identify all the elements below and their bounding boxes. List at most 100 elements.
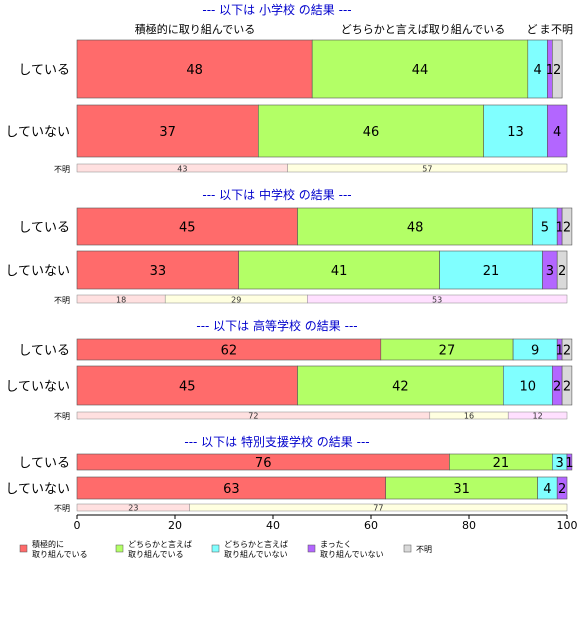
unknown-segment-label: 53 [432, 296, 442, 305]
unknown-segment-label: 12 [533, 412, 543, 421]
x-tick-label: 100 [557, 519, 578, 532]
bar-segment [561, 365, 573, 406]
segment-value-label: 37 [159, 125, 176, 140]
segment-value-label: 45 [179, 221, 196, 236]
row-label: している [18, 456, 70, 471]
x-tick-label: 60 [364, 519, 378, 532]
panel-title: --- 以下は 特別支援学校 の結果 --- [184, 434, 369, 449]
segment-value-label: 48 [186, 63, 203, 78]
legend-label: 取り組んでいない [320, 549, 384, 559]
row-label: している [18, 344, 70, 359]
segment-value-label: 2 [563, 380, 571, 395]
bar-segment [556, 476, 568, 500]
top-category-label: どちらかと言えば取り組んでいる [341, 23, 505, 36]
segment-value-label: 31 [453, 482, 470, 497]
unknown-bar-segment [189, 503, 568, 512]
segment-value-label: 2 [563, 344, 571, 359]
legend-swatch [211, 544, 220, 553]
top-category-label: 積極的に取り組んでいる [135, 22, 255, 36]
panel-title: --- 以下は 小学校 の結果 --- [202, 2, 351, 17]
unknown-segment-label: 29 [231, 296, 241, 305]
panel: --- 以下は 中学校 の結果 --- している 45 48 5 1 2 していない 33 41 2… [5, 187, 573, 305]
bar-segment [76, 207, 298, 246]
panel-title: --- 以下は 高等学校 の結果 --- [196, 318, 357, 333]
segment-value-label: 2 [553, 63, 561, 78]
bar-segment [502, 365, 553, 406]
bar-segment [532, 207, 558, 246]
bar-segment [297, 365, 504, 406]
segment-value-label: 2 [558, 482, 566, 497]
x-axis: 0 20 40 60 80 100 [74, 514, 578, 532]
segment-value-label: 10 [520, 380, 537, 395]
bar-segment [76, 104, 259, 158]
segment-value-label: 76 [255, 456, 272, 471]
legend-label: 積極的に [32, 539, 64, 549]
segment-value-label: 5 [541, 221, 549, 236]
segment-value-label: 45 [179, 380, 196, 395]
segment-value-label: 62 [221, 344, 238, 359]
unknown-row-label: 不明 [54, 504, 70, 513]
segment-value-label: 1 [546, 63, 554, 78]
x-tick-label: 40 [266, 519, 280, 532]
row-label: していない [5, 125, 70, 140]
panel-title: --- 以下は 中学校 の結果 --- [202, 187, 351, 202]
row-label: していない [5, 380, 70, 395]
segment-value-label: 48 [407, 221, 424, 236]
segment-value-label: 41 [331, 264, 348, 279]
x-tick-label: 0 [74, 519, 81, 532]
unknown-segment-label: 72 [248, 412, 258, 421]
bar-segment [551, 39, 563, 99]
unknown-row-label: 不明 [54, 412, 70, 421]
top-category-label: 不明 [551, 23, 573, 36]
x-tick-label: 20 [168, 519, 182, 532]
legend-label: 取り組んでいない [224, 549, 288, 559]
legend-label: どちらかと言えば [128, 539, 192, 549]
segment-value-label: 1 [556, 344, 564, 359]
bar-segment [257, 104, 484, 158]
row-label: している [18, 63, 70, 78]
segment-value-label: 2 [563, 221, 571, 236]
unknown-row-label: 不明 [54, 165, 70, 174]
segment-value-label: 3 [556, 456, 564, 471]
legend-item: 不明 [403, 544, 432, 554]
bar-segment [76, 39, 313, 99]
segment-value-label: 2 [553, 380, 561, 395]
segment-value-label: 1 [556, 221, 564, 236]
segment-value-label: 3 [546, 264, 554, 279]
legend-label: どちらかと言えば [224, 539, 288, 549]
legend-swatch [307, 544, 316, 553]
segment-value-label: 21 [493, 456, 510, 471]
bar-segment [566, 453, 573, 471]
x-tick-label: 80 [462, 519, 476, 532]
segment-value-label: 33 [150, 264, 167, 279]
row-label: していない [5, 482, 70, 497]
bar-segment [439, 250, 543, 290]
top-category-label: ま [540, 23, 551, 36]
segment-value-label: 4 [543, 482, 551, 497]
unknown-segment-label: 18 [116, 296, 126, 305]
segment-value-label: 4 [553, 125, 561, 140]
legend-label: まったく [320, 540, 352, 549]
row-label: している [18, 221, 70, 236]
unknown-bar-segment [507, 411, 568, 420]
segment-value-label: 13 [507, 125, 524, 140]
row-label: していない [5, 264, 70, 279]
bar-segment [297, 207, 533, 246]
segment-value-label: 44 [412, 63, 429, 78]
unknown-segment-label: 57 [422, 165, 432, 174]
bar-segment [561, 207, 573, 246]
segment-value-label: 1 [565, 456, 573, 471]
legend-label: 取り組んでいる [128, 549, 184, 559]
segment-value-label: 9 [531, 344, 539, 359]
unknown-segment-label: 43 [177, 165, 187, 174]
unknown-bar-segment [307, 294, 568, 304]
legend-label: 取り組んでいる [32, 549, 88, 559]
segment-value-label: 42 [392, 380, 409, 395]
bar-segment [311, 39, 529, 99]
legend-item: どちらかと言えば取り組んでいる [115, 539, 192, 559]
